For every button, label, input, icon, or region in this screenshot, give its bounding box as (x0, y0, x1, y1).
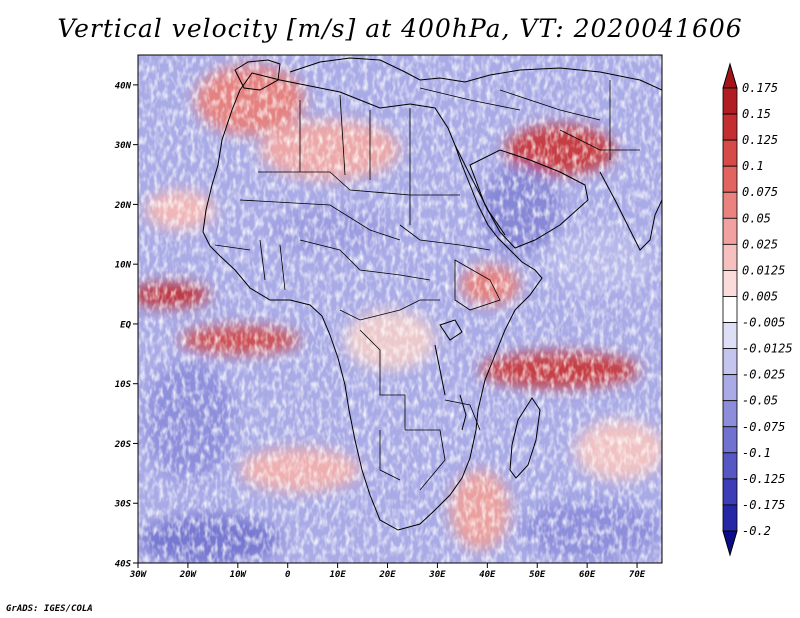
colorbar: 0.175 0.15 0.125 0.1 0.075 0.05 0.025 0.0125 0.0… (722, 62, 793, 557)
border (339, 94, 346, 176)
field-texture (138, 55, 662, 563)
colorbar-label: -0.005 (742, 316, 785, 330)
border (258, 171, 411, 225)
lat-tick-label: 40N (115, 81, 132, 91)
border (559, 129, 640, 151)
border (379, 430, 401, 481)
coastlines (202, 57, 662, 531)
colorbar-label: 0.175 (742, 81, 778, 95)
africa-coastline (202, 72, 543, 531)
colorbar-segment (722, 217, 738, 245)
colorbar-label: -0.075 (742, 420, 785, 434)
colorbar-label: -0.125 (742, 472, 785, 486)
colorbar-label: -0.025 (742, 368, 785, 382)
border (405, 429, 446, 491)
border (279, 244, 286, 291)
border (444, 399, 481, 431)
plot-frame (137, 54, 663, 564)
lat-tick-label: 20S (114, 440, 132, 450)
country-borders (214, 80, 640, 491)
lon-tick-label: 40E (479, 570, 496, 580)
colorbar-label: 0.125 (742, 133, 778, 147)
velocity-field (138, 55, 662, 563)
lat-tick-label: 10N (115, 261, 132, 271)
colorbar-segment (722, 139, 738, 167)
colorbar-segment (722, 426, 738, 454)
colorbar-segment (722, 400, 738, 428)
colorbar-segment (722, 478, 738, 506)
colorbar-label: -0.05 (742, 394, 778, 408)
lat-tick-label: 10S (115, 380, 132, 390)
lon-tick-label: 50E (529, 570, 546, 580)
red-sea-coastline (454, 144, 506, 236)
lat-tick-label: 40S (115, 560, 132, 570)
colorbar-label: 0.05 (742, 211, 771, 225)
colorbar-bottom-arrow (722, 530, 738, 557)
colorbar-label: 0.075 (742, 185, 778, 199)
india-coastline (599, 171, 662, 251)
lon-tick-label: 20E (378, 570, 396, 580)
colorbar-segment (722, 191, 738, 219)
colorbar-label: 0.15 (742, 107, 771, 121)
colorbar-segment (722, 113, 738, 141)
lon-tick-label: 10E (329, 570, 346, 580)
lat-tick-label: 30N (114, 141, 132, 151)
colorbar-segment (722, 348, 738, 376)
border (359, 329, 406, 430)
colorbar-label: -0.1 (742, 446, 771, 460)
colorbar-label: 0.005 (742, 289, 778, 303)
arabia-coastline (469, 149, 589, 249)
grads-credit: GrADS: IGES/COLA (6, 604, 93, 614)
lake-malawi (459, 394, 467, 431)
lon-tick-label: 60E (579, 570, 596, 580)
border (214, 244, 251, 251)
border (409, 108, 460, 196)
border (419, 87, 521, 111)
colorbar-segment (722, 504, 738, 532)
europe-coastline (289, 57, 662, 91)
chart-title: Vertical velocity [m/s] at 400hPa, VT: 2… (57, 14, 743, 43)
lat-tick-label: 20N (114, 201, 132, 211)
lon-tick-label: 30W (129, 570, 148, 580)
border (299, 239, 431, 281)
colorbar-label: -0.175 (742, 498, 785, 512)
colorbar-label: 0.025 (742, 237, 778, 251)
border (499, 89, 601, 121)
colorbar-segment (722, 452, 738, 480)
colorbar-segment (722, 296, 738, 323)
colorbar-top-arrow (722, 62, 738, 89)
border (339, 299, 440, 321)
lake-victoria (439, 319, 463, 341)
colorbar-label: -0.0125 (742, 342, 793, 356)
colorbar-segment (722, 322, 738, 349)
lake-tanganyika (434, 344, 446, 396)
colorbar-segment (722, 270, 738, 297)
lon-tick-label: 20W (179, 570, 198, 580)
border (454, 259, 501, 311)
colorbar-label: 0.0125 (742, 263, 785, 277)
lat-tick-label: EQ (120, 320, 131, 330)
colorbar-label: 0.1 (742, 159, 764, 173)
lon-tick-label: 70E (629, 570, 646, 580)
madagascar-coastline (509, 397, 541, 479)
lat-tick-label: 30S (114, 500, 132, 510)
lon-tick-label: 0 (285, 570, 291, 580)
colorbar-label: -0.2 (742, 524, 771, 538)
iberia-coastline (234, 59, 281, 91)
border (399, 224, 491, 251)
colorbar-segment (722, 243, 738, 271)
colorbar-segment (722, 87, 738, 115)
border (259, 239, 266, 281)
colorbar-segment (722, 374, 738, 402)
colorbar-segment (722, 165, 738, 193)
border (239, 199, 401, 241)
lon-tick-label: 10W (230, 570, 248, 580)
lon-tick-label: 30E (428, 570, 446, 580)
